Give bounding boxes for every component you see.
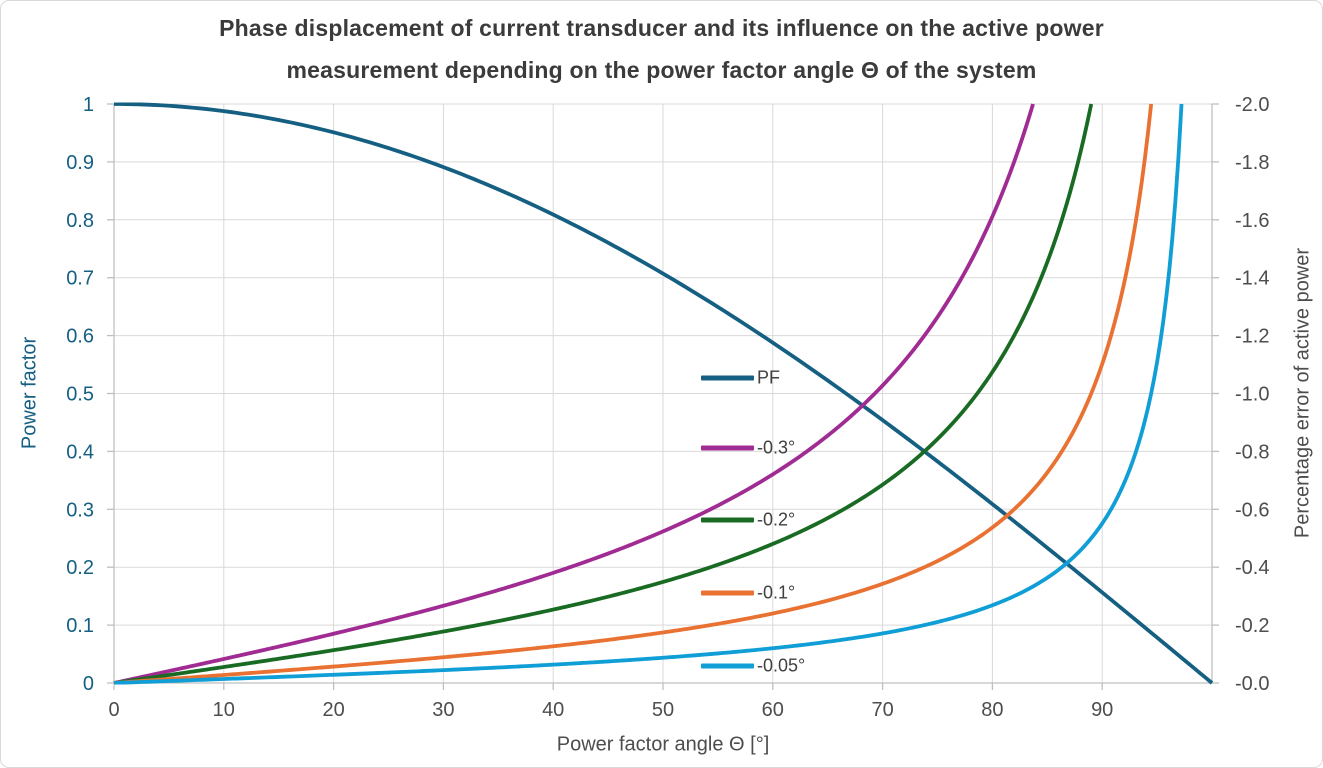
y-left-tick-label: 0.3 xyxy=(66,499,94,521)
y-right-tick-label: -1.6 xyxy=(1235,210,1269,232)
y-left-axis-title: Power factor xyxy=(18,336,41,450)
y-right-tick-label: -1.0 xyxy=(1235,384,1269,406)
legend-label: -0.3° xyxy=(757,437,796,458)
x-tick-label: 20 xyxy=(322,699,344,721)
y-left-tick-label: 0.8 xyxy=(66,210,94,232)
y-right-tick-label: -0.6 xyxy=(1235,499,1269,521)
y-right-tick-label: -2.0 xyxy=(1235,94,1269,116)
legend-item-pf: PF xyxy=(701,368,780,389)
legend-item-0-05: -0.05° xyxy=(701,656,805,677)
x-tick-label: 80 xyxy=(981,699,1003,721)
y-right-tick-label: -1.2 xyxy=(1235,326,1269,348)
legend-line-swatch xyxy=(701,590,754,596)
y-left-tick-label: 0.9 xyxy=(66,152,94,174)
series-curve-0-2 xyxy=(113,103,1094,685)
legend-item-0-2: -0.2° xyxy=(701,510,795,531)
x-tick-label: 70 xyxy=(871,699,893,721)
legend-line-swatch xyxy=(701,663,754,669)
y-left-tick-label: 0 xyxy=(83,673,94,695)
x-tick-label: 30 xyxy=(432,699,454,721)
x-axis-title: Power factor angle Θ [°] xyxy=(556,733,770,756)
legend-label: PF xyxy=(757,367,781,388)
x-tick-label: 10 xyxy=(213,699,235,721)
legend-item-0-1: -0.1° xyxy=(701,583,795,604)
series-curve-0-3 xyxy=(113,103,1035,685)
legend-label: -0.1° xyxy=(757,582,796,603)
legend-line-swatch xyxy=(701,375,754,381)
chart-title-line-1: Phase displacement of current transducer… xyxy=(219,15,1104,41)
x-tick-label: 50 xyxy=(652,699,674,721)
y-right-axis-title: Percentage error of active power xyxy=(1291,247,1314,539)
chart-title: Phase displacement of current transducer… xyxy=(1,7,1322,91)
series-curve-pf xyxy=(113,102,1214,685)
y-right-tick-label: -0.4 xyxy=(1235,557,1269,579)
y-left-tick-label: 0.2 xyxy=(66,557,94,579)
y-right-tick-label: -0.2 xyxy=(1235,615,1269,637)
x-tick-label: 90 xyxy=(1091,699,1113,721)
legend-line-swatch xyxy=(701,445,754,451)
legend-label: -0.05° xyxy=(757,655,806,676)
y-left-tick-label: 0.6 xyxy=(66,326,94,348)
x-tick-label: 40 xyxy=(542,699,564,721)
series-curve-0-05 xyxy=(113,102,1184,685)
y-right-tick-label: -1.8 xyxy=(1235,152,1269,174)
y-left-tick-label: 0.4 xyxy=(66,441,94,463)
y-left-tick-label: 0.7 xyxy=(66,268,94,290)
y-right-tick-label: -0.0 xyxy=(1235,673,1269,695)
plot-area xyxy=(113,102,1214,685)
legend-line-swatch xyxy=(701,517,754,523)
chart-title-line-2: measurement depending on the power facto… xyxy=(286,57,1037,83)
y-right-tick-label: -0.8 xyxy=(1235,441,1269,463)
y-left-tick-label: 1 xyxy=(83,94,94,116)
y-left-tick-label: 0.5 xyxy=(66,384,94,406)
y-right-tick-label: -1.4 xyxy=(1235,268,1269,290)
series-curve-0-1 xyxy=(113,103,1154,685)
y-left-tick-label: 0.1 xyxy=(66,615,94,637)
x-tick-label: 0 xyxy=(108,699,119,721)
legend-item-0-3: -0.3° xyxy=(701,438,795,459)
x-tick-label: 60 xyxy=(762,699,784,721)
legend-label: -0.2° xyxy=(757,509,796,530)
